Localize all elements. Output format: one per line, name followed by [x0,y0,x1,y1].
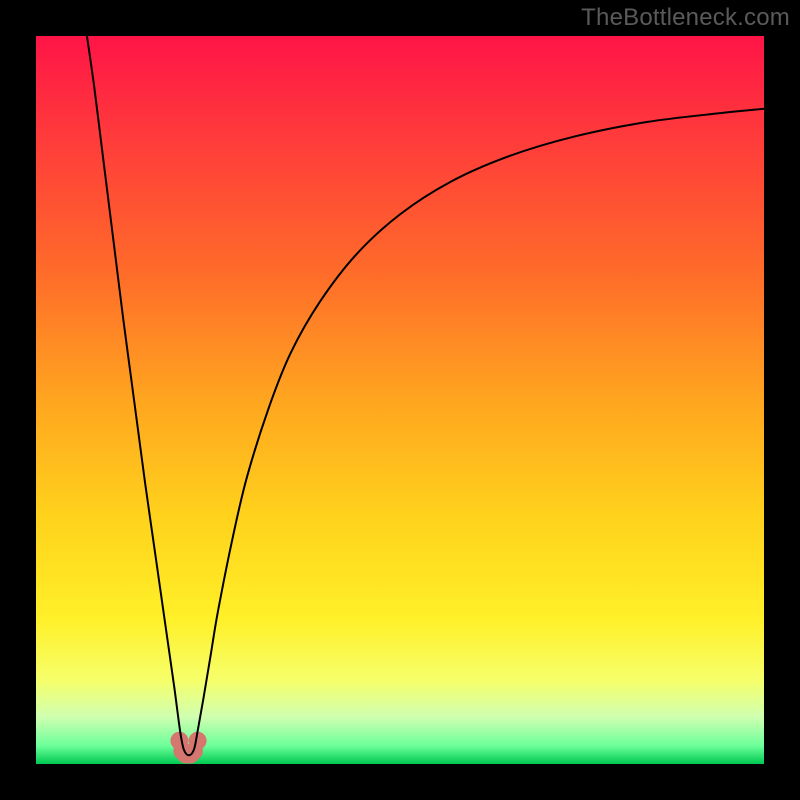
watermark-text: TheBottleneck.com [581,4,790,32]
plot-background [36,36,764,764]
chart-stage: TheBottleneck.com [0,0,800,800]
bottleneck-chart-svg [0,0,800,800]
